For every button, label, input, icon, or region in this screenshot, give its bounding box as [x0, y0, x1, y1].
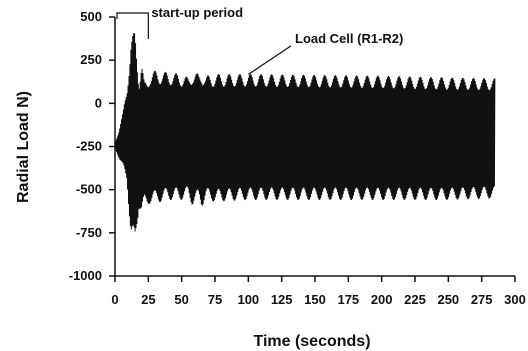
x-tick-label: 200 — [371, 292, 393, 307]
annotation-label-0: start-up period — [151, 5, 243, 20]
y-tick-label: 250 — [80, 52, 102, 67]
y-tick-label: 500 — [80, 9, 102, 24]
annotation-leader-line — [247, 45, 292, 75]
x-tick-label: 75 — [208, 292, 222, 307]
x-tick-label: 275 — [471, 292, 493, 307]
x-tick-label: 175 — [337, 292, 359, 307]
x-tick-label: 250 — [437, 292, 459, 307]
y-tick-label: -1000 — [69, 268, 102, 283]
annotation-label-1: Load Cell (R1-R2) — [295, 31, 403, 46]
series-line-0 — [114, 33, 496, 232]
y-tick-label: 0 — [95, 95, 102, 110]
y-tick-label: -750 — [76, 225, 102, 240]
x-tick-label: 0 — [111, 292, 118, 307]
x-tick-label: 150 — [304, 292, 326, 307]
annotations: start-up period Load Cell (R1-R2) — [116, 5, 403, 75]
x-tick-label: 225 — [404, 292, 426, 307]
y-ticks: 500 250 0 -250 -500 -750 -1000 — [69, 9, 115, 283]
y-tick-label: -500 — [76, 182, 102, 197]
y-tick-label: -250 — [76, 139, 102, 154]
x-ticks: 0 25 50 75 100 125 150 175 200 225 250 275 300 — [111, 276, 526, 307]
x-axis-title: Time (seconds) — [253, 333, 370, 350]
y-axis-title: Radial Load N) — [15, 91, 32, 203]
x-tick-label: 100 — [237, 292, 259, 307]
plot-area — [114, 33, 496, 232]
x-tick-label: 125 — [271, 292, 293, 307]
annotation-bracket — [116, 12, 149, 39]
x-tick-label: 50 — [174, 292, 188, 307]
x-tick-label: 25 — [141, 292, 155, 307]
x-tick-label: 300 — [504, 292, 526, 307]
